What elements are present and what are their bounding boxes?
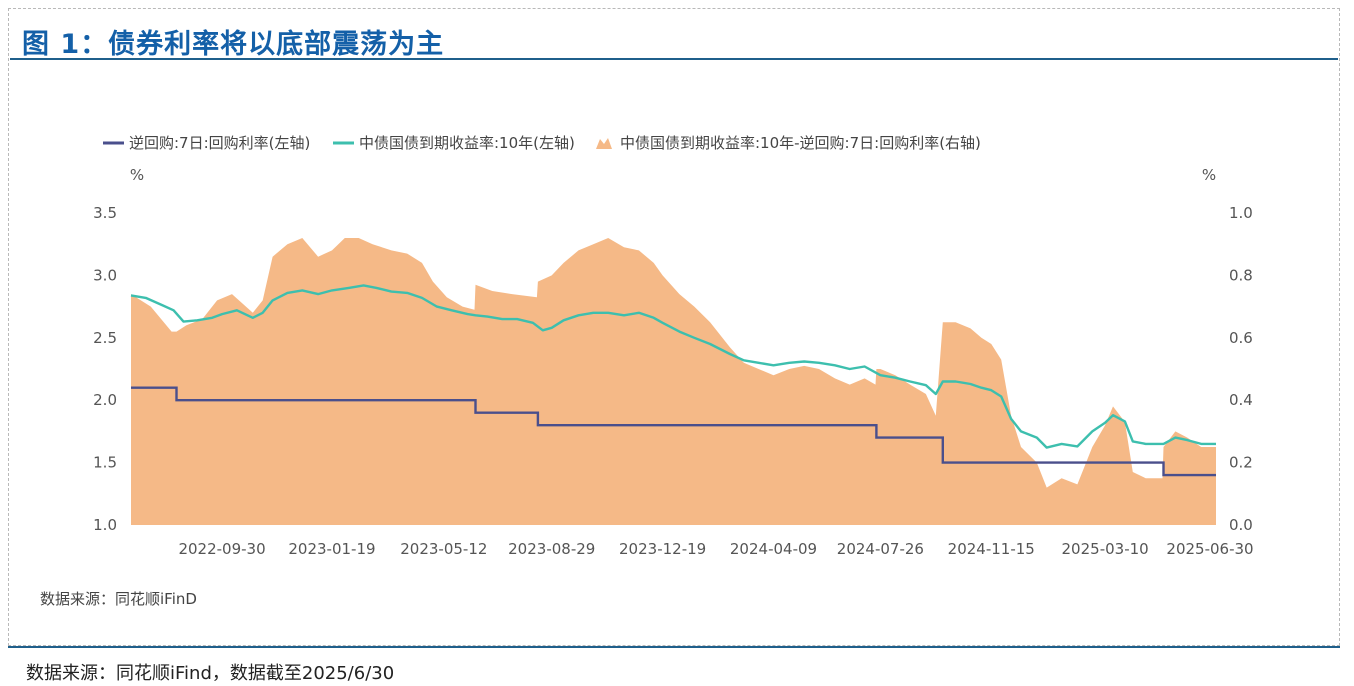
spread-area-layer	[131, 238, 1216, 525]
left-tick-label: 1.0	[93, 516, 117, 534]
right-tick-label: 1.0	[1229, 204, 1253, 222]
title-bar: 图 1：债券利率将以底部震荡为主	[10, 14, 1338, 60]
x-tick-label: 2024-04-09	[730, 540, 817, 558]
right-tick-label: 0.0	[1229, 516, 1253, 534]
x-tick-label: 2022-09-30	[178, 540, 265, 558]
x-tick-label: 2025-03-10	[1062, 540, 1149, 558]
left-tick-label: 2.0	[93, 391, 117, 409]
legend: 逆回购:7日:回购利率(左轴) 中债国债到期收益率:10年(左轴) 中债国债到期收益…	[103, 134, 981, 152]
left-tick-label: 3.5	[93, 204, 117, 222]
figure-frame	[8, 8, 1340, 646]
right-tick-label: 0.8	[1229, 266, 1253, 284]
figure-title: 图 1：债券利率将以底部震荡为主	[22, 29, 445, 60]
x-tick-label: 2023-08-29	[508, 540, 595, 558]
legend-label-spread: 中债国债到期收益率:10年-逆回购:7日:回购利率(右轴)	[620, 134, 981, 152]
left-tick-label: 1.5	[93, 454, 117, 472]
x-tick-label: 2023-05-12	[400, 540, 487, 558]
right-tick-label: 0.4	[1229, 391, 1253, 409]
spread-area	[131, 238, 1216, 525]
left-tick-label: 2.5	[93, 329, 117, 347]
axis-layer: 1.0 1.5 2.0 2.5 3.0 3.5 0.0 0.2 0.4 0.6 0.8 1.0 2022…	[93, 166, 1253, 558]
inner-data-source: 数据来源：同花顺iFinD	[40, 590, 197, 608]
right-axis-unit: %	[1202, 166, 1216, 184]
repo-step-line	[131, 386, 1216, 477]
cgb10y-line	[130, 284, 1216, 449]
bottom-rule	[8, 646, 1340, 648]
x-tick-label: 2024-07-26	[837, 540, 924, 558]
legend-label-cgb10y: 中债国债到期收益率:10年(左轴)	[359, 134, 575, 152]
x-tick-label: 2023-12-19	[619, 540, 706, 558]
left-axis-unit: %	[130, 166, 144, 184]
right-tick-label: 0.6	[1229, 329, 1253, 347]
x-tick-label: 2024-11-15	[948, 540, 1035, 558]
right-tick-label: 0.2	[1229, 454, 1253, 472]
left-tick-label: 3.0	[93, 266, 117, 284]
x-tick-label: 2025-06-30	[1166, 540, 1253, 558]
x-tick-label: 2023-01-19	[288, 540, 375, 558]
legend-swatch-spread	[596, 138, 612, 149]
line-layer	[130, 284, 1216, 477]
outer-data-source: 数据来源：同花顺iFind，数据截至2025/6/30	[26, 663, 395, 684]
legend-label-repo: 逆回购:7日:回购利率(左轴)	[129, 134, 310, 152]
